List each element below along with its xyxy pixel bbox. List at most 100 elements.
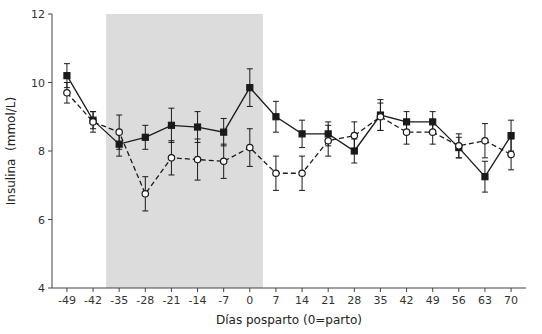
error-cap [377,130,383,131]
error-cap [247,68,253,69]
point [508,133,514,139]
x-tick [328,288,329,292]
x-tick [484,288,485,292]
y-tick-label: 12 [31,8,45,21]
x-tick [302,288,303,292]
error-bar [90,112,96,133]
point [142,191,148,197]
series [64,64,514,192]
error-cap [142,149,148,150]
error-cap [64,63,70,64]
error-cap [404,111,410,112]
x-tick-label: 14 [295,294,309,307]
x-tick-label: 28 [347,294,361,307]
point [456,143,462,149]
plot-area [64,14,515,288]
point [403,129,409,135]
point [194,156,200,162]
error-bar [168,141,174,175]
error-cap [325,156,331,157]
error-cap [142,176,148,177]
x-tick-label: -21 [162,294,180,307]
x-tick-label: -49 [58,294,76,307]
error-bar [142,125,148,149]
y-tick [48,151,52,152]
series [64,83,515,211]
point [247,144,253,150]
error-cap [90,111,96,112]
error-cap [90,111,96,112]
error-cap [430,144,436,145]
error-cap [351,162,357,163]
point [168,155,174,161]
error-cap [456,133,462,134]
x-tick [406,288,407,292]
x-tick-label: -28 [136,294,154,307]
x-tick-label: 63 [478,294,492,307]
error-bar [273,156,279,190]
error-cap [299,120,305,121]
error-bar [195,139,201,180]
point [508,151,514,157]
y-tick-label: 10 [31,77,45,90]
error-bar [508,139,514,170]
point [351,132,357,138]
error-cap [116,115,122,116]
y-tick [48,219,52,220]
point [377,114,383,120]
error-cap [221,178,227,179]
x-tick-label: 21 [321,294,335,307]
x-tick-label: -14 [189,294,207,307]
error-cap [377,103,383,104]
error-cap [508,120,514,121]
x-tick [249,288,250,292]
error-bar [195,112,201,143]
error-cap [116,156,122,157]
point [64,73,70,79]
y-tick [48,82,52,83]
error-cap [351,149,357,150]
error-cap [299,156,305,157]
point [195,124,201,130]
error-cap [142,210,148,211]
x-tick-label: 35 [373,294,387,307]
point [299,131,305,137]
y-tick-label: 4 [38,282,45,295]
point [64,90,70,96]
error-cap [482,192,488,193]
error-cap [273,132,279,133]
point [142,134,148,140]
point [116,129,122,135]
error-cap [90,132,96,133]
error-bar [377,100,383,131]
x-axis-line [52,288,526,289]
error-cap [247,128,253,129]
point [220,158,226,164]
error-bar [404,120,410,144]
point [429,129,435,135]
error-cap [116,149,122,150]
x-tick [93,288,94,292]
error-cap [273,190,279,191]
y-tick-label: 6 [38,214,45,227]
error-cap [456,157,462,158]
error-bar [351,122,357,149]
x-axis-label: Días posparto (0=parto) [216,313,362,327]
x-tick-label: 0 [246,294,253,307]
error-cap [325,125,331,126]
point [221,129,227,135]
y-axis-label: Insulina (mmol/L) [4,97,18,205]
x-tick [458,288,459,292]
point [482,138,488,144]
error-bar [273,101,279,132]
x-tick [119,288,120,292]
error-cap [377,99,383,100]
x-tick [432,288,433,292]
error-bar [456,134,462,158]
error-cap [404,144,410,145]
series-line [67,76,511,177]
point [299,170,305,176]
axes: -49-42-35-28-21-14-707142128354249566370… [31,8,526,307]
error-cap [351,121,357,122]
error-cap [168,174,174,175]
